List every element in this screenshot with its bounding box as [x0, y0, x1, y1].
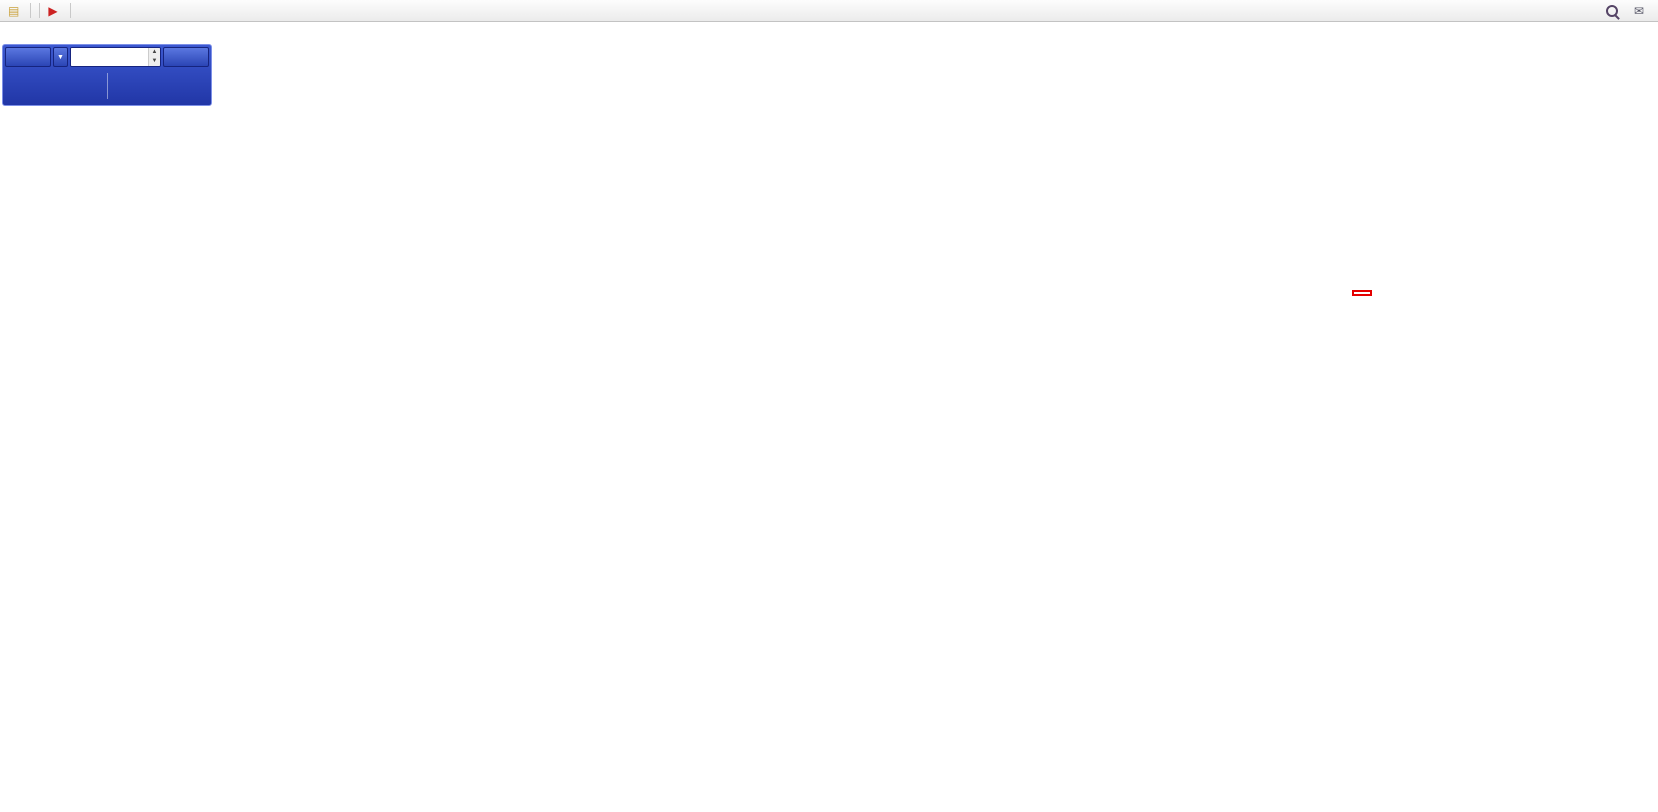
message-icon: ✉: [1633, 3, 1644, 18]
trade-panel-divider: [106, 73, 108, 99]
chevron-down-icon: ▼: [57, 53, 64, 61]
message-button[interactable]: ✉: [1630, 1, 1648, 20]
volume-stepper: ▲ ▼: [70, 47, 161, 67]
price-callout: [1352, 290, 1372, 296]
buy-button[interactable]: [163, 47, 209, 67]
order-settings-dropdown[interactable]: ▼: [53, 47, 68, 67]
volume-increase-button[interactable]: ▲: [149, 48, 160, 57]
macd-header: [6, 486, 20, 498]
rsi-header: [6, 616, 13, 628]
new-order-icon: ▤: [8, 3, 20, 18]
trade-panel-controls: ▼ ▲ ▼: [5, 47, 209, 67]
new-order-button[interactable]: ▤: [4, 1, 26, 20]
auto-trading-icon: ▶: [48, 3, 58, 18]
toolbar-separator: [30, 3, 32, 18]
volume-input[interactable]: [71, 48, 148, 66]
sell-price-button[interactable]: [5, 63, 107, 109]
auto-trading-button[interactable]: ▶: [44, 1, 64, 20]
volume-decrease-button[interactable]: ▼: [149, 57, 160, 66]
toolbar-separator: [69, 3, 71, 18]
search-icon: [1605, 4, 1618, 17]
search-button[interactable]: [1602, 1, 1622, 20]
volume-spinner: ▲ ▼: [148, 48, 160, 66]
price-chart-canvas[interactable]: [0, 22, 1658, 812]
one-click-trading-panel: ▼ ▲ ▼: [2, 44, 212, 106]
chart-ohlc-header: [6, 27, 37, 39]
trade-panel-prices: [5, 69, 209, 103]
toolbar-right: ✉: [1602, 1, 1654, 20]
toolbar: ▤ ▶ ✉: [0, 0, 1658, 22]
sell-button[interactable]: [5, 47, 51, 67]
toolbar-separator: [39, 3, 41, 18]
buy-price-button[interactable]: [108, 63, 210, 109]
